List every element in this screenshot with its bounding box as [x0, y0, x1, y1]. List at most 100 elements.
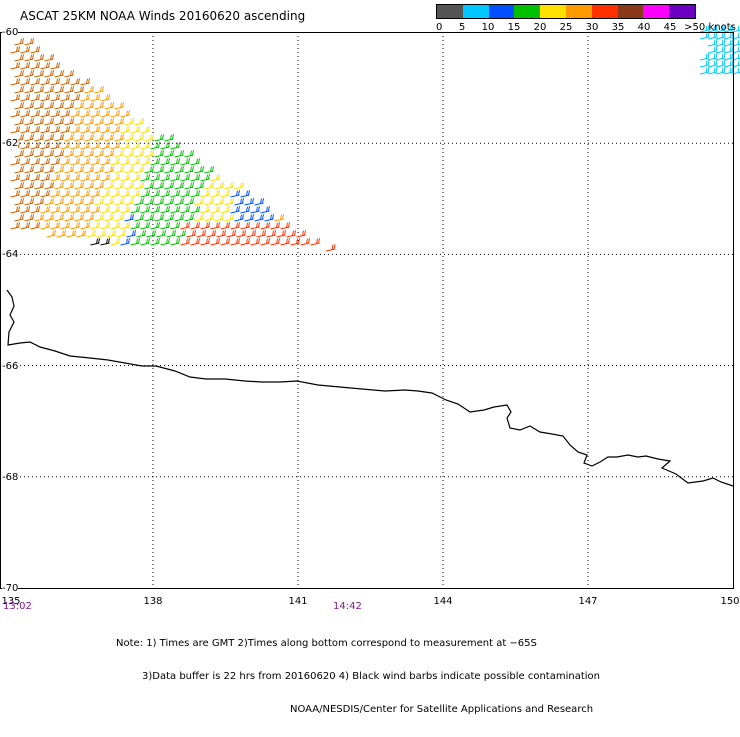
wind-barb	[15, 166, 24, 173]
legend-label: 15	[508, 22, 521, 33]
wind-barb	[51, 110, 60, 117]
wind-barb	[61, 190, 70, 197]
legend-swatch	[669, 5, 695, 18]
wind-barb	[131, 190, 140, 197]
wind-barb	[255, 214, 264, 221]
wind-barb	[85, 182, 94, 189]
legend-swatch	[489, 5, 515, 18]
y-tick-label: -66	[2, 361, 18, 372]
wind-barb	[71, 78, 80, 85]
note-line-2: 3)Data buffer is 22 hrs from 20160620 4)…	[116, 671, 600, 682]
wind-barb	[105, 166, 114, 173]
wind-barb	[75, 134, 84, 141]
wind-barb	[121, 190, 130, 197]
legend-label: >50 knots	[684, 22, 736, 33]
wind-barb	[41, 206, 50, 213]
wind-barb	[231, 190, 240, 197]
wind-barb-swath	[11, 25, 740, 251]
wind-barb	[311, 238, 320, 245]
wind-barb	[716, 46, 725, 53]
wind-barb	[165, 182, 174, 189]
y-tick-label: -64	[2, 249, 18, 260]
wind-barb	[185, 198, 194, 205]
time-label-left: 13:02	[3, 601, 32, 612]
wind-barb	[45, 54, 54, 61]
wind-barb	[724, 60, 733, 67]
wind-barb	[11, 222, 20, 229]
wind-barb	[165, 150, 174, 157]
wind-barb	[47, 230, 56, 237]
legend-swatch	[437, 5, 463, 18]
wind-barb	[11, 94, 20, 101]
wind-barb	[125, 198, 134, 205]
wind-barb	[51, 222, 60, 229]
wind-barb	[181, 206, 190, 213]
wind-barb	[41, 110, 50, 117]
wind-barb	[277, 230, 286, 237]
wind-barb	[31, 46, 40, 53]
x-tick-label: 147	[578, 596, 597, 607]
legend-swatch	[566, 5, 592, 18]
wind-barb	[135, 166, 144, 173]
wind-barb	[708, 67, 717, 74]
wind-barb	[51, 126, 60, 133]
wind-barb	[15, 198, 24, 205]
wind-barb	[85, 214, 94, 221]
wind-barb	[225, 198, 234, 205]
wind-barb	[175, 214, 184, 221]
wind-barb	[51, 158, 60, 165]
wind-barb	[716, 67, 725, 74]
wind-barb	[215, 214, 224, 221]
wind-barb	[211, 238, 220, 245]
wind-barb	[235, 182, 244, 189]
wind-barb	[191, 206, 200, 213]
wind-barb	[11, 190, 20, 197]
wind-barb	[171, 190, 180, 197]
wind-barb	[95, 134, 104, 141]
wind-barb	[45, 86, 54, 93]
wind-barb	[145, 166, 154, 173]
wind-barb	[85, 102, 94, 109]
wind-barb	[31, 190, 40, 197]
wind-barb	[81, 158, 90, 165]
wind-barb	[255, 198, 264, 205]
wind-barb	[25, 86, 34, 93]
wind-barb	[271, 238, 280, 245]
wind-barb	[135, 214, 144, 221]
wind-barb	[141, 126, 150, 133]
wind-barb	[105, 182, 114, 189]
wind-barb	[25, 182, 34, 189]
wind-barb	[51, 206, 60, 213]
wind-barb	[131, 238, 140, 245]
wind-barb	[25, 214, 34, 221]
wind-barb	[111, 142, 120, 149]
wind-barb	[95, 118, 104, 125]
wind-barb	[61, 222, 70, 229]
wind-barb	[201, 206, 210, 213]
wind-barb	[31, 62, 40, 69]
wind-barb	[31, 206, 40, 213]
wind-barb	[131, 174, 140, 181]
wind-barb	[235, 198, 244, 205]
wind-barb	[151, 190, 160, 197]
wind-barb	[35, 70, 44, 77]
wind-barb	[127, 230, 136, 237]
wind-barb	[125, 134, 134, 141]
wind-barb	[247, 230, 256, 237]
wind-barb	[115, 166, 124, 173]
wind-barb	[91, 174, 100, 181]
wind-barb	[165, 214, 174, 221]
wind-barb	[261, 222, 270, 229]
wind-barb	[231, 222, 240, 229]
legend-swatch	[540, 5, 566, 18]
wind-barb	[155, 182, 164, 189]
wind-barb	[181, 222, 190, 229]
wind-barb	[241, 206, 250, 213]
wind-map	[0, 0, 740, 650]
wind-barb	[245, 214, 254, 221]
wind-barb	[81, 174, 90, 181]
wind-barb	[105, 150, 114, 157]
wind-barb	[261, 206, 270, 213]
wind-barb	[45, 134, 54, 141]
